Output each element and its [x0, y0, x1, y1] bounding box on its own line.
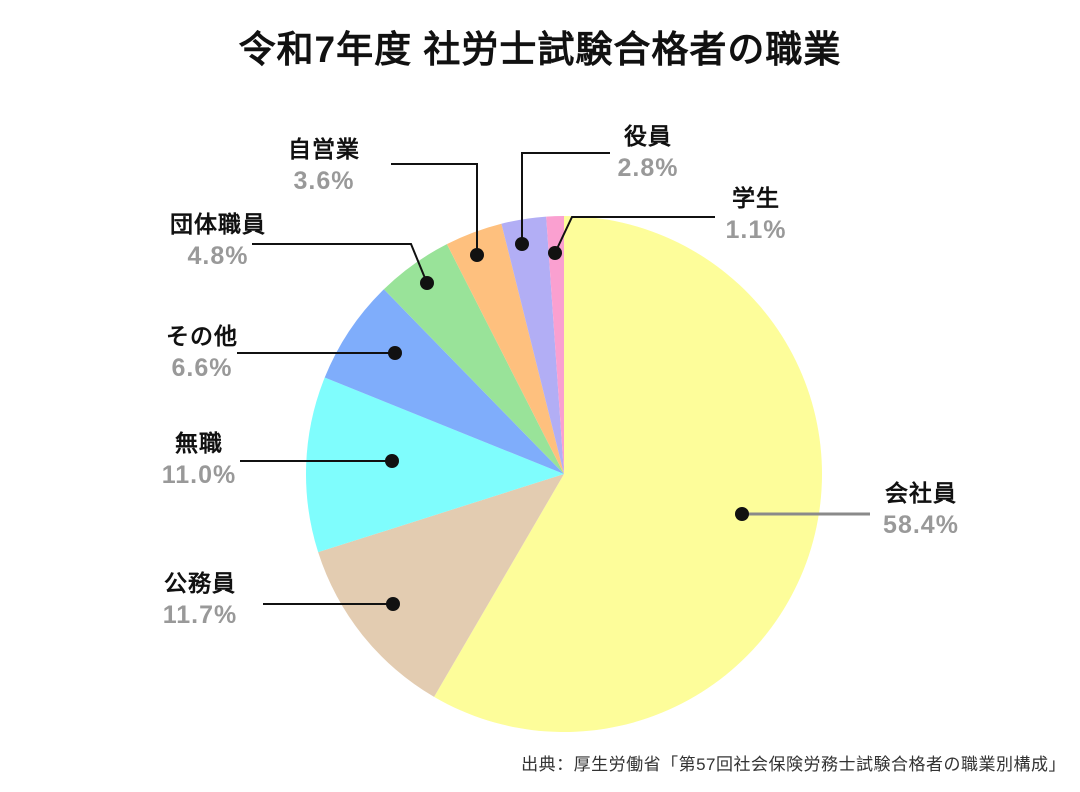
leader-line-executive — [521, 152, 610, 244]
pie-label-pct-other: 6.6% — [171, 354, 233, 382]
pie-label-name-other: その他 — [166, 323, 238, 349]
pie-label-name-executive: 役員 — [623, 123, 672, 149]
pie-label-student: 学生 1.1% — [726, 181, 787, 245]
pie-slice-organization-staff — [383, 244, 564, 474]
leader-line-organization-staff — [252, 243, 428, 284]
data-dot-civil-servant — [386, 597, 400, 611]
source-note: 出典：厚生労働省「第57回社会保険労務士試験合格者の職業別構成」 — [521, 755, 1066, 774]
pie-slice-executive — [501, 216, 564, 474]
pie-label-name-organization-staff: 団体職員 — [170, 211, 266, 237]
pie-slice-company-employee — [434, 216, 823, 732]
pie-label-pct-student: 1.1% — [725, 216, 787, 244]
pie-label-name-civil-servant: 公務員 — [163, 570, 236, 596]
pie-slice-civil-servant — [318, 474, 564, 697]
pie-label-pct-unemployed: 11.0% — [161, 461, 237, 489]
pie-label-civil-servant: 公務員 11.7% — [163, 566, 238, 630]
data-dot-company-employee — [735, 507, 749, 521]
pie-label-other: その他 6.6% — [166, 319, 238, 383]
pie-label-pct-executive: 2.8% — [617, 154, 679, 182]
pie-label-pct-company-employee: 58.4% — [883, 511, 959, 539]
data-dot-student — [548, 246, 562, 260]
pie-label-organization-staff: 団体職員 4.8% — [170, 207, 266, 271]
pie-label-company-employee: 会社員 58.4% — [883, 476, 959, 540]
pie-label-pct-self-employed: 3.6% — [293, 167, 355, 195]
pie-label-pct-civil-servant: 11.7% — [162, 601, 238, 629]
pie-slice-unemployed — [306, 377, 564, 553]
data-dot-self-employed — [470, 248, 484, 262]
data-dot-organization-staff — [420, 276, 434, 290]
pie-label-self-employed: 自営業 3.6% — [288, 132, 360, 196]
data-dot-executive — [515, 237, 529, 251]
pie-label-name-unemployed: 無職 — [174, 430, 223, 456]
pie-label-pct-organization-staff: 4.8% — [187, 242, 249, 270]
data-dot-unemployed — [385, 454, 399, 468]
pie-label-executive: 役員 2.8% — [618, 119, 679, 183]
pie-label-name-self-employed: 自営業 — [288, 136, 360, 162]
pie-label-name-company-employee: 会社員 — [884, 480, 957, 506]
pie-label-name-student: 学生 — [731, 185, 780, 211]
pie-slice-other — [324, 289, 564, 474]
data-dot-other — [388, 346, 402, 360]
pie-label-unemployed: 無職 11.0% — [162, 426, 237, 490]
pie-slice-self-employed — [446, 223, 564, 474]
leader-line-self-employed — [391, 163, 478, 255]
chart-title: 令和7年度 社労士試験合格者の職業 — [238, 29, 842, 70]
pie-slice-student — [546, 216, 564, 474]
leader-line-student — [554, 216, 715, 254]
